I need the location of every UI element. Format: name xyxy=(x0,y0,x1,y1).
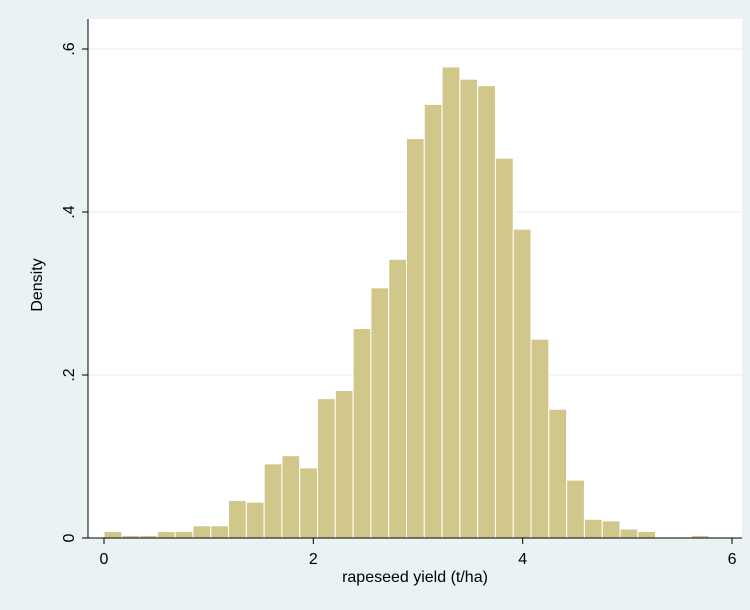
x-tick-label: 0 xyxy=(100,551,109,568)
y-tick-label: .2 xyxy=(61,368,78,381)
histogram-bar xyxy=(281,455,301,539)
histogram-bar xyxy=(459,78,479,539)
histogram-bar xyxy=(370,287,390,539)
histogram-bar xyxy=(388,258,407,539)
histogram-bar xyxy=(477,85,496,539)
y-axis-label: Density xyxy=(29,258,46,311)
x-axis-label: rapeseed yield (t/ha) xyxy=(342,569,488,586)
histogram-bar xyxy=(494,157,514,539)
histogram-bar xyxy=(317,398,336,539)
histogram-bar xyxy=(548,408,568,539)
histogram-bar xyxy=(405,138,425,539)
histogram-bar xyxy=(512,228,532,539)
y-tick-label: 0 xyxy=(61,533,78,542)
x-ticks: 0 2 4 6 xyxy=(100,538,737,568)
y-tick-label: .4 xyxy=(61,205,78,218)
histogram-bar xyxy=(530,338,550,539)
histogram-bar xyxy=(245,501,265,539)
x-tick-label: 2 xyxy=(309,551,318,568)
histogram-bar xyxy=(210,525,230,539)
histogram-bar xyxy=(174,530,194,539)
histogram-bar xyxy=(228,500,247,539)
histogram-bar xyxy=(441,66,461,539)
y-ticks: 0 .2 .4 .6 xyxy=(61,42,88,542)
histogram-bar xyxy=(156,530,176,539)
histogram-bar xyxy=(192,525,212,539)
histogram-bar xyxy=(299,467,319,539)
histogram-bar xyxy=(566,479,585,539)
histogram-bar xyxy=(619,528,639,539)
y-tick-label: .6 xyxy=(61,42,78,55)
histogram-bar xyxy=(637,530,657,539)
bars xyxy=(103,66,710,539)
histogram-bar xyxy=(601,520,621,539)
x-tick-label: 6 xyxy=(728,551,737,568)
histogram-bar xyxy=(423,103,443,539)
histogram-bar xyxy=(334,389,354,539)
x-tick-label: 4 xyxy=(518,551,527,568)
histogram-bar xyxy=(583,518,603,539)
histogram-bar xyxy=(263,463,283,539)
histogram-bar xyxy=(103,530,123,539)
histogram-bar xyxy=(352,328,372,539)
